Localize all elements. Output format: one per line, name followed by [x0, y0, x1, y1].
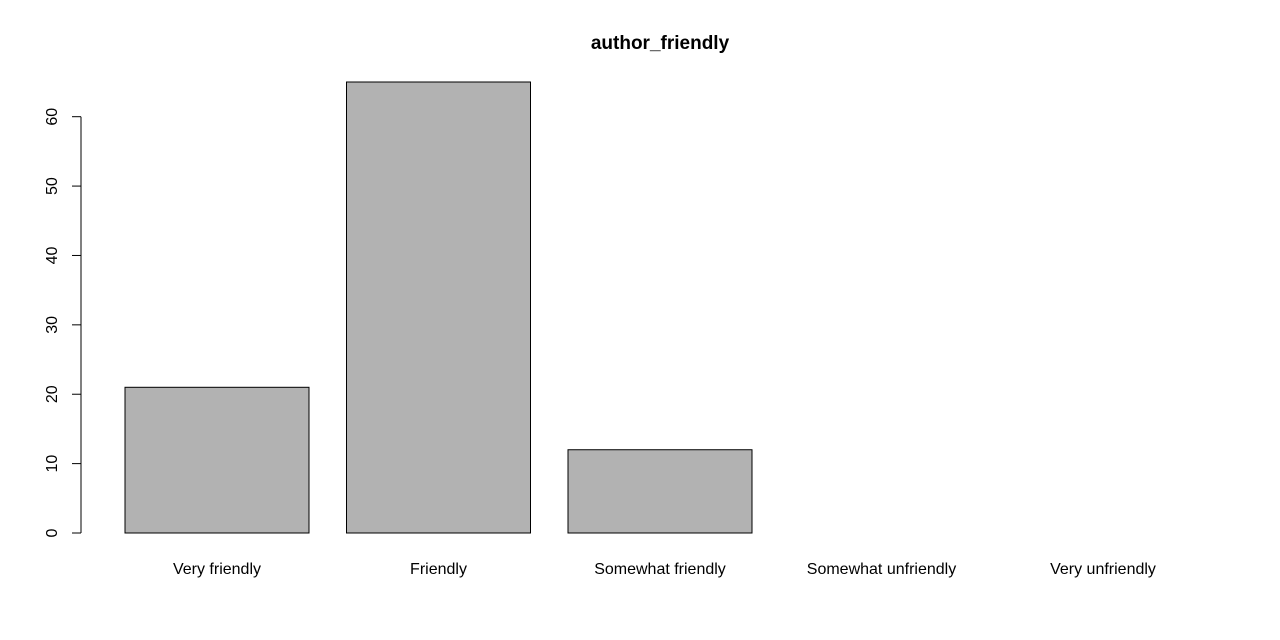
y-tick-label: 10: [44, 455, 61, 473]
x-category-label: Friendly: [410, 561, 467, 578]
bar: [124, 386, 310, 534]
x-category-label: Somewhat unfriendly: [807, 561, 956, 578]
y-tick-label: 0: [44, 528, 61, 537]
x-category-label: Very unfriendly: [1050, 561, 1156, 578]
y-tick-label: 30: [44, 316, 61, 334]
chart-title: author_friendly: [591, 33, 730, 54]
bar: [346, 81, 531, 534]
y-tick-label: 60: [44, 108, 61, 126]
y-axis: 0 10 20 30 40 50 60: [44, 108, 82, 537]
x-axis-labels: Very friendly Friendly Somewhat friendly So…: [173, 561, 1156, 578]
y-tick-label: 40: [44, 246, 61, 264]
y-tick-label: 50: [44, 177, 61, 195]
x-category-label: Very friendly: [173, 561, 261, 578]
bar: [567, 449, 753, 534]
y-tick-label: 20: [44, 385, 61, 403]
bars-group: [124, 81, 753, 534]
x-category-label: Somewhat friendly: [594, 561, 726, 578]
